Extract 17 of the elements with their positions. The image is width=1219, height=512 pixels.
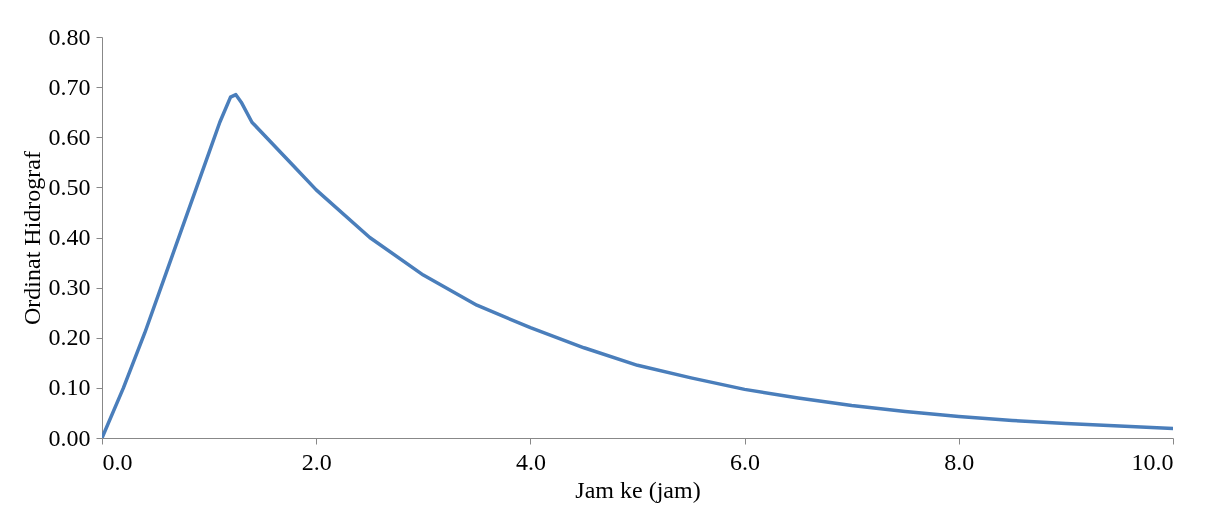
y-tick-label: 0.00 — [48, 424, 91, 451]
y-tick-label: 0.70 — [48, 73, 91, 100]
x-tick-label: 0.0 — [102, 448, 133, 475]
y-tick-label: 0.50 — [48, 173, 91, 200]
x-axis-title: Jam ke (jam) — [575, 476, 701, 503]
y-tick-label: 0.60 — [48, 123, 91, 150]
y-tick-label: 0.20 — [48, 324, 91, 351]
x-tick-label: 10.0 — [1131, 448, 1174, 475]
y-tick-label: 0.40 — [48, 224, 91, 250]
y-axis-title: Ordinat Hidrograf — [18, 151, 45, 325]
x-tick-label: 4.0 — [515, 448, 546, 475]
x-tick-label: 2.0 — [301, 448, 332, 475]
y-tick-label: 0.10 — [48, 374, 91, 401]
y-tick-label: 0.30 — [48, 274, 91, 301]
x-tick-label: 6.0 — [730, 448, 761, 475]
x-tick-label: 8.0 — [944, 448, 975, 475]
y-tick-label: 0.80 — [48, 23, 91, 50]
